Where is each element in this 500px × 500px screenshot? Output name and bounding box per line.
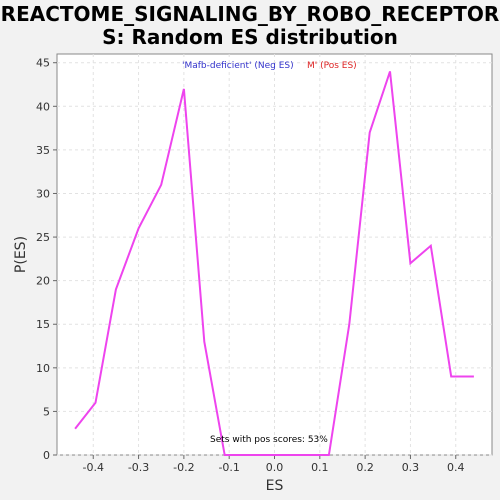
x-tick-label: 0.0 (266, 461, 284, 474)
y-tick-label: 0 (43, 449, 50, 462)
x-tick-label: 0.2 (356, 461, 374, 474)
x-tick-label: 0.3 (402, 461, 420, 474)
y-tick-label: 35 (36, 144, 50, 157)
y-tick-label: 25 (36, 231, 50, 244)
x-tick-label: 0.1 (311, 461, 329, 474)
legend-pos-label: M' (Pos ES) (307, 61, 357, 71)
x-axis-label: ES (266, 478, 284, 494)
series-line (74, 71, 474, 456)
y-axis-label: P(ES) (13, 236, 29, 273)
x-tick-label: -0.3 (128, 461, 149, 474)
x-tick-label: -0.2 (173, 461, 194, 474)
y-tick-label: 15 (36, 318, 50, 331)
x-tick-label: 0.4 (447, 461, 465, 474)
y-tick-label: 5 (43, 405, 50, 418)
y-tick-label: 30 (36, 187, 50, 200)
pos-score-annotation: Sets with pos scores: 53% (210, 435, 328, 445)
y-tick-label: 40 (36, 100, 50, 113)
y-tick-label: 10 (36, 362, 50, 375)
chart-title-line2: S: Random ES distribution (102, 25, 398, 49)
legend-neg-label: 'Mafb-deficient' (Neg ES) (182, 61, 294, 71)
chart-title-line1: REACTOME_SIGNALING_BY_ROBO_RECEPTOR (0, 2, 500, 26)
y-tick-label: 20 (36, 275, 50, 288)
x-tick-label: -0.4 (83, 461, 104, 474)
y-tick-label: 45 (36, 57, 50, 70)
x-tick-label: -0.1 (218, 461, 239, 474)
